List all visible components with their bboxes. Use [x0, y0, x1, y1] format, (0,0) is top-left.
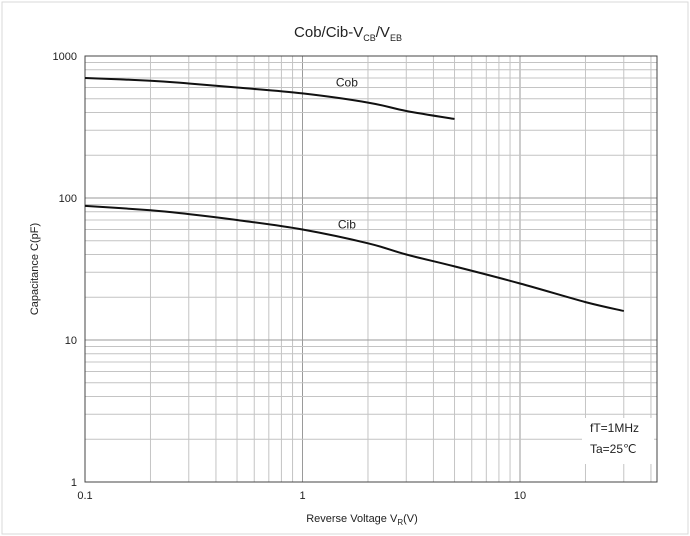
x-tick-label: 1 — [299, 490, 305, 502]
x-axis-label-suffix: (V) — [403, 513, 418, 525]
x-tick-label: 10 — [514, 490, 526, 502]
chart-title-mid: /V — [376, 24, 390, 41]
y-tick-label: 1 — [71, 477, 77, 489]
y-tick-label: 10 — [65, 335, 77, 347]
series-cob-label: Cob — [336, 75, 358, 89]
series-layer: Cob Cib — [84, 75, 625, 312]
grid-layer — [85, 56, 657, 482]
chart-title: Cob/Cib-VCB/VEB — [294, 24, 402, 43]
x-tick-label: 0.1 — [77, 490, 92, 502]
x-axis-label-base: Reverse Voltage V — [306, 513, 398, 525]
series-cib-line — [84, 204, 625, 312]
chart-title-base: Cob/Cib-V — [294, 24, 363, 41]
annotation-box — [582, 418, 654, 464]
chart-title-sub2: EB — [390, 33, 402, 43]
annotation-temperature: Ta=25℃ — [590, 442, 637, 456]
y-tick-label: 100 — [59, 193, 77, 205]
x-axis-label: Reverse Voltage VR(V) — [306, 513, 418, 527]
series-cib-label: Cib — [338, 217, 356, 231]
y-axis-label: Capacitance C(pF) — [29, 223, 41, 315]
y-tick-label: 1000 — [53, 51, 77, 63]
chart-title-sub1: CB — [363, 33, 376, 43]
plot-frame — [84, 55, 658, 483]
series-cob-line — [84, 77, 455, 120]
x-axis-label-sub: R — [397, 518, 403, 527]
annotation-frequency: fT=1MHz — [590, 421, 639, 435]
